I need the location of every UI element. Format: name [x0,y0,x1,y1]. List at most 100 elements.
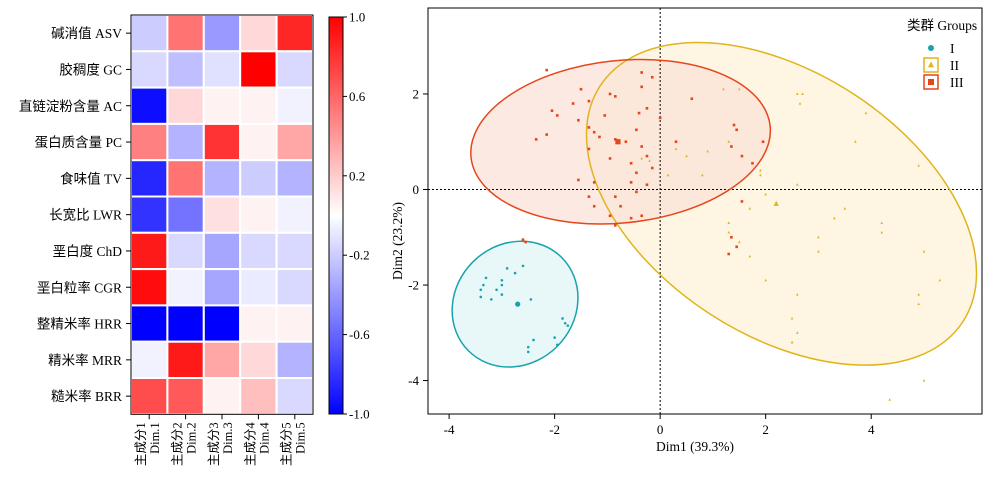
heatmap-cell [275,159,315,198]
heatmap-row-label: 碱消值 ASV [51,26,122,41]
data-point-group-1 [479,295,483,299]
data-point-group-2 [706,149,709,153]
heatmap-cell [166,50,205,89]
data-point-group-3 [624,140,628,144]
data-point-group-3 [545,133,549,136]
data-point-group-1 [500,278,504,282]
colorbar-tick-label: 1.0 [349,10,365,25]
data-point-group-3 [608,214,612,218]
heatmap-cell [239,377,278,416]
data-point-group-1 [526,345,530,349]
heatmap-cell [166,231,205,271]
heatmap-row-label: 精米率 MRR [48,352,122,368]
legend-title: 类群 Groups [907,18,977,33]
heatmap-col-label-cn: 主成分5 [280,422,294,466]
legend-marker-circle-icon [928,45,934,51]
data-point-group-2 [790,316,794,320]
data-point-group-3 [629,181,633,184]
data-point-group-3 [614,95,617,98]
heatmap-cell [166,195,205,234]
data-point-group-2 [737,240,741,244]
centroid-group-2 [773,200,779,206]
heatmap-cell [239,304,278,343]
heatmap-col-label-cn: 主成分4 [243,422,257,467]
data-point-group-1 [482,283,485,287]
data-point-group-2 [917,302,920,306]
heatmap-cell [275,231,315,271]
heatmap-cell [130,159,169,198]
data-point-group-2 [722,87,725,91]
heatmap-col-label-cn: 主成分3 [207,422,221,466]
heatmap-cell [130,304,169,343]
data-point-group-3 [614,195,617,198]
data-point-group-3 [740,154,744,158]
data-point-group-3 [545,68,549,72]
data-point-group-1 [566,324,570,327]
heatmap-cell [130,86,169,125]
heatmap-cell [275,86,315,125]
heatmap-row-label: 长宽比 LWR [49,207,122,223]
heatmap-cell [202,122,242,162]
heatmap-cell [166,268,205,307]
heatmap-cell [130,377,169,416]
y-tick-label: -2 [408,278,419,293]
heatmap-row-label: 垩白粒率 CGR [37,279,122,295]
data-point-group-3 [579,87,583,91]
heatmap-row-label: 直链淀粉含量 AC [19,99,122,114]
heatmap-cell [239,50,278,89]
heatmap-cell [202,377,242,416]
data-point-group-3 [690,97,694,101]
data-point-group-3 [587,126,591,129]
ellipse-fill-group-3 [470,59,771,225]
heatmap-col-label-en: Dim.2 [184,422,198,454]
data-point-group-3 [650,166,654,170]
scatter-frame [427,7,983,415]
data-point-group-3 [730,235,733,239]
centroid-group-3 [615,139,621,145]
colorbar-tick-label: -1.0 [349,407,370,422]
heatmap-cell [239,231,278,271]
data-point-group-3 [658,116,662,120]
data-point-group-2 [748,207,752,210]
data-point-group-2 [917,293,920,296]
data-point-group-3 [735,128,738,132]
y-tick-label: -4 [408,373,419,388]
heatmap-cell [275,50,315,89]
x-tick-label: 4 [868,422,875,437]
data-point-group-1 [484,276,488,280]
data-point-group-3 [730,145,733,148]
data-point-group-2 [640,156,643,160]
data-point-group-2 [796,92,799,96]
x-axis-label: Dim1 (39.3%) [656,439,734,454]
data-point-group-3 [534,138,538,141]
heatmap-cell [130,231,169,271]
data-point-group-2 [817,235,820,239]
heatmap-cell [130,195,169,234]
heatmap-cell [166,159,205,198]
heatmap-cell [130,122,169,162]
heatmap-cell [130,340,169,380]
colorbar-tick-label: -0.6 [349,327,370,342]
data-point-group-3 [577,118,580,122]
scatter-panel: -4 -2 0 2 4 2 0 -2 -4 Dim1 (39.3%) Dim2 (23.2%) 类群 … [390,7,983,454]
plot-area [428,8,982,414]
heatmap-cell [202,86,242,125]
heatmap-cell [202,195,242,234]
legend-label: II [950,58,959,73]
data-point-group-1 [495,288,498,292]
heatmap-cell [130,14,169,53]
data-point-group-3 [732,123,736,127]
data-point-group-3 [614,224,617,227]
data-point-group-3 [645,183,649,187]
data-point-group-2 [666,173,670,177]
data-point-group-3 [735,245,738,249]
heatmap-cell [202,231,242,271]
data-point-group-3 [637,111,641,115]
data-point-group-1 [555,343,559,347]
data-point-group-3 [608,92,612,96]
data-point-group-2 [727,140,731,143]
data-point-group-3 [727,252,731,256]
heatmap-cell [275,340,315,380]
heatmap-cell [202,14,242,53]
heatmap-row-label: 垩白度 ChD [53,244,123,259]
